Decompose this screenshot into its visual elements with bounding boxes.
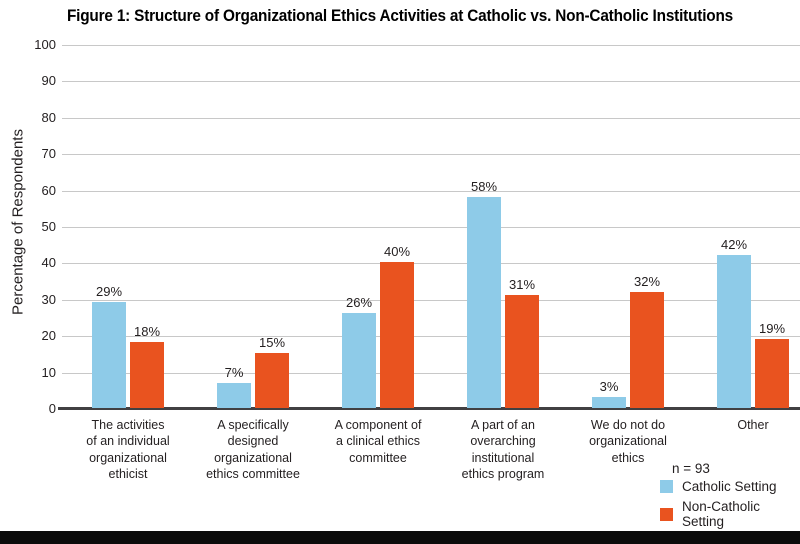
category-label: A specifically designed organizational e…	[206, 418, 300, 481]
y-tick-label: 20	[41, 328, 56, 344]
legend-entries: Catholic Setting Non-Catholic Setting	[660, 479, 800, 529]
gridline	[62, 117, 800, 119]
category-label: A component of a clinical ethics committ…	[334, 418, 422, 465]
category-label: We do not do organizational ethics	[589, 418, 667, 465]
bar-catholic	[217, 382, 251, 408]
bar-catholic	[467, 196, 501, 408]
gridline	[62, 372, 800, 374]
bar-value-label: 40%	[383, 244, 411, 260]
gridline	[62, 263, 800, 265]
gridline	[62, 154, 800, 156]
legend: n = 93 Catholic Setting Non-Catholic Sett…	[660, 461, 800, 534]
legend-row: Catholic Setting	[660, 479, 800, 494]
bar-non-catholic	[130, 342, 164, 408]
bar-non-catholic	[630, 291, 664, 408]
gridline	[62, 299, 800, 301]
bar-non-catholic	[505, 295, 539, 408]
legend-swatch-icon	[660, 480, 673, 493]
sample-size-note: n = 93	[672, 461, 710, 476]
bar-non-catholic	[255, 353, 289, 408]
y-tick-label: 90	[41, 73, 56, 89]
bar-value-label: 29%	[95, 284, 123, 300]
gridline	[62, 45, 800, 46]
bar-non-catholic	[755, 338, 789, 408]
legend-label: Non-Catholic Setting	[682, 499, 761, 529]
gridline	[62, 81, 800, 83]
y-tick-label: 80	[41, 109, 56, 125]
bar-value-label: 58%	[470, 178, 498, 194]
bar-value-label: 42%	[720, 237, 748, 253]
category-label: Other	[737, 418, 769, 432]
legend-row: Non-Catholic Setting	[660, 499, 800, 529]
bar-catholic	[592, 397, 626, 408]
bar-value-label: 7%	[224, 364, 244, 380]
y-tick-label: 100	[34, 37, 56, 52]
category-label: A part of an overarching institutional e…	[461, 418, 545, 481]
y-tick-label: 40	[41, 255, 56, 271]
y-tick-label: 50	[41, 219, 56, 234]
y-tick-label: 10	[41, 364, 56, 380]
y-tick-label: 70	[41, 146, 56, 162]
bar-value-label: 18%	[133, 324, 161, 340]
bar-value-label: 19%	[758, 320, 786, 336]
footer-bar	[0, 531, 800, 544]
bar-non-catholic	[380, 262, 414, 408]
bar-catholic	[717, 255, 751, 408]
figure-title: Figure 1: Structure of Organizational Et…	[66, 7, 734, 25]
bar-value-label: 32%	[633, 273, 661, 289]
gridline	[62, 336, 800, 338]
y-tick-label: 30	[41, 291, 56, 307]
y-tick-label: 0	[48, 401, 56, 416]
bar-catholic	[92, 302, 126, 408]
bar-value-label: 31%	[508, 277, 536, 293]
gridline	[62, 227, 800, 228]
gridline	[62, 190, 800, 192]
legend-label: Catholic Setting	[682, 479, 777, 494]
bar-value-label: 15%	[258, 335, 286, 351]
legend-swatch-icon	[660, 507, 673, 521]
bar-value-label: 26%	[345, 295, 373, 311]
category-label: The activities of an individual organiza…	[86, 418, 170, 481]
y-tick-label: 60	[41, 182, 56, 198]
bar-catholic	[342, 313, 376, 408]
x-axis-line	[58, 407, 800, 410]
bar-value-label: 3%	[599, 379, 619, 395]
